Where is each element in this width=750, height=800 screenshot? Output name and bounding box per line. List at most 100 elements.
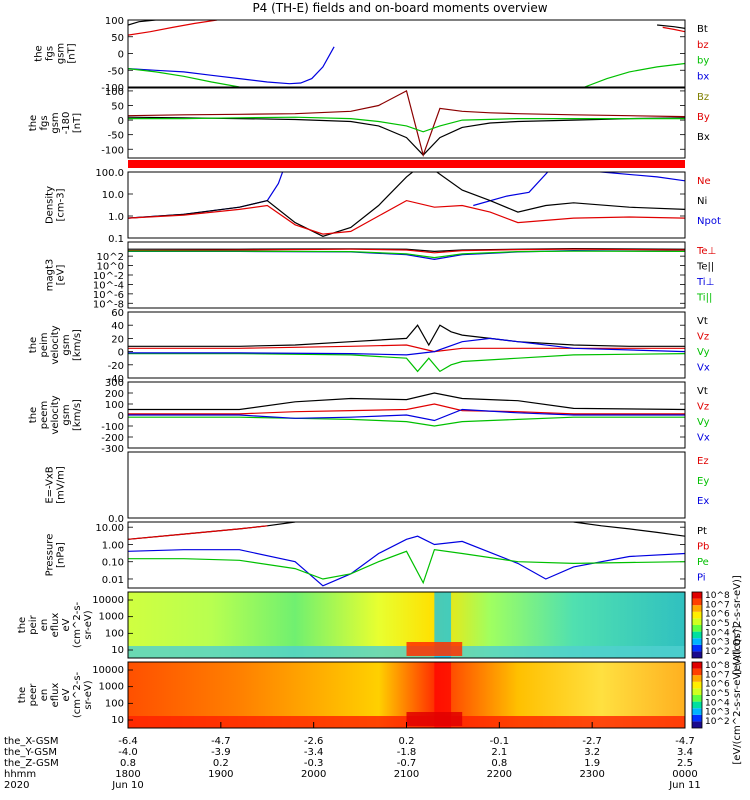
y-axis-label: gsm <box>56 43 67 64</box>
y-axis-label: [cm-3] <box>56 188 67 221</box>
legend-entry: Te|| <box>696 262 714 273</box>
y-tick-label: -300 <box>101 444 124 455</box>
y-axis-label: [nPa] <box>56 542 67 568</box>
x-row-label: the_X-GSM <box>4 736 58 747</box>
x-tick-value: -6.4 <box>118 736 138 747</box>
spec-center-blob <box>406 712 463 726</box>
spec-center-feature <box>434 662 452 728</box>
y-axis-label: fgs <box>39 115 50 130</box>
legend-entry: bx <box>697 71 709 82</box>
y-tick-label: 10^2 <box>97 252 124 263</box>
colorbar-segment <box>692 625 702 632</box>
panel-peer-spectrogram: 10^810^710^610^510^410^310^2 [eV/(cm^2-s-… <box>17 625 743 764</box>
x-tick-value: -2.6 <box>304 736 324 747</box>
colorbar-tick-label: 10^8 <box>705 661 730 671</box>
legend-entry: Ni <box>697 196 707 207</box>
panel-pressure: 10.00 1.00 0.10 0.01 Pt Pb Pe Pi Pressure [nPa] <box>45 521 709 589</box>
legend-entry: Vy <box>697 347 710 358</box>
panel-fgs: 100 50 0 -50 -100 Bt bz by bx the fgs gsm [nT] <box>34 16 710 94</box>
y-tick-label: 0 <box>118 348 124 359</box>
y-tick-label: 10^-8 <box>93 299 124 310</box>
y-axis-label: peim <box>39 332 50 357</box>
y-tick-label: 0.0 <box>108 514 124 525</box>
colorbar-segment <box>692 708 702 715</box>
legend-entry: Vz <box>697 332 709 343</box>
y-axis-label: eV <box>61 688 72 701</box>
y-axis-label: [nT] <box>67 43 78 63</box>
colorbar-segment <box>692 598 702 606</box>
colorbar-segment <box>692 675 702 682</box>
x-tick-value: -4.7 <box>211 736 231 747</box>
x-tick-value: 2.1 <box>491 747 507 758</box>
x-tick-value: 1800 <box>115 769 140 780</box>
colorbar-segment <box>692 611 702 619</box>
y-tick-label: 10^-6 <box>93 290 124 301</box>
colorbar-tick-label: 10^4 <box>705 628 730 638</box>
legend-entry: by <box>697 56 709 67</box>
x-tick-value: -1.8 <box>397 747 417 758</box>
y-axis-label: Density <box>45 186 56 224</box>
colorbar-segment <box>692 721 702 728</box>
x-tick-value: 1900 <box>208 769 233 780</box>
y-tick-label: 10^-4 <box>93 280 124 291</box>
series-line <box>657 24 685 29</box>
y-tick-label: -50 <box>108 131 124 142</box>
series-line <box>128 535 685 587</box>
x-tick-value: 2100 <box>394 769 419 780</box>
colorbar-segment <box>692 618 702 625</box>
panel-frame <box>127 381 686 449</box>
legend-entry: Ez <box>697 456 709 467</box>
y-axis-label: the <box>28 337 39 353</box>
y-axis-label: gsm <box>61 334 72 355</box>
x-tick-value: Jun 10 <box>111 780 144 791</box>
legend-entry: Vx <box>697 433 710 444</box>
spec-center-feature <box>434 592 452 658</box>
y-tick-label: 100.0 <box>95 168 124 179</box>
y-axis-label: en <box>39 619 50 632</box>
series-line <box>584 62 685 87</box>
x-tick-value: -4.0 <box>118 747 138 758</box>
series-line <box>128 250 685 259</box>
legend-entry: By <box>697 112 710 123</box>
x-tick-value: 1.9 <box>584 758 600 769</box>
x-row-label: hhmm <box>4 769 36 780</box>
y-axis-label: [eV] <box>56 265 67 286</box>
y-axis-label: peir <box>28 614 39 634</box>
x-tick-value: -2.7 <box>582 736 602 747</box>
y-tick-label: 40 <box>111 321 124 332</box>
colorbar-tick-label: 10^6 <box>705 610 730 620</box>
legend-entry: Pi <box>697 573 706 584</box>
series-line <box>128 199 685 235</box>
y-axis-label: the <box>17 617 28 633</box>
y-tick-label: -100 <box>101 145 124 156</box>
y-tick-label: 10^-2 <box>93 271 124 282</box>
y-tick-label: 10^0 <box>97 262 124 273</box>
y-tick-label: 0 <box>118 50 124 61</box>
series-line <box>662 26 685 33</box>
series-line <box>128 20 218 36</box>
colorbar-segment <box>692 701 702 709</box>
series-line <box>128 525 268 540</box>
series-line <box>128 403 685 415</box>
y-tick-label: 1.00 <box>102 540 124 551</box>
y-axis-label: magt3 <box>45 259 56 292</box>
y-tick-label: 100 <box>105 87 124 98</box>
panel-peim-velocity: 60 40 20 0 -20 -40 Vt Vz Vy Vx the peim velocity gsm[… <box>28 308 710 385</box>
colorbar-segment <box>692 714 702 722</box>
y-tick-label: 200 <box>105 389 124 400</box>
y-tick-label: 100 <box>105 698 124 709</box>
series-line <box>128 392 685 411</box>
panel-efield: 0.0 Ez Ey Ex E=-VxB [mV/m] <box>45 451 709 525</box>
y-axis-label: eflux <box>50 613 61 638</box>
y-tick-label: 10000 <box>92 595 124 606</box>
legend-entry: Ti|| <box>696 293 712 304</box>
colorbar-segment <box>692 688 702 695</box>
legend-entry: Ne <box>697 176 711 187</box>
y-tick-label: -20 <box>108 361 124 372</box>
legend-entry: Ey <box>697 476 709 487</box>
panel-frame <box>127 241 686 309</box>
panel-frame <box>127 311 686 379</box>
panel-fgs-dsl: 100 50 0 -50 -100 Bz By Bx the fgs gsm -180 [nT] <box>28 87 710 159</box>
